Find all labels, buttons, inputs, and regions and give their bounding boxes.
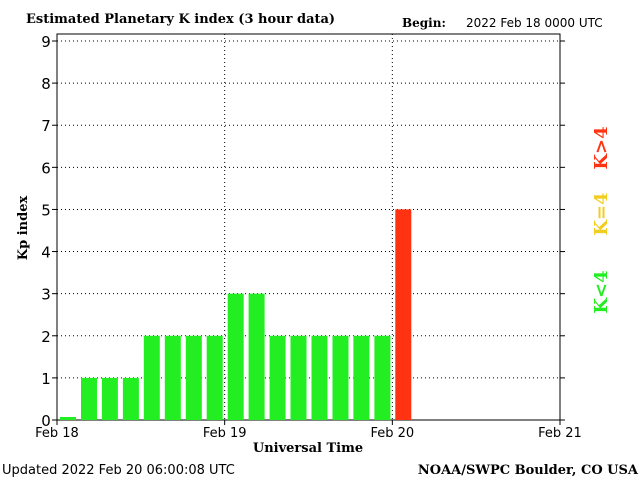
bars	[60, 209, 412, 420]
kp-bar	[185, 335, 202, 420]
x-tick-label: Feb 19	[203, 426, 247, 441]
y-tick-label: 9	[41, 33, 51, 51]
y-tick-label: 8	[41, 75, 51, 93]
kp-bar	[374, 335, 391, 420]
x-tick-label: Feb 18	[35, 426, 79, 441]
kp-bar	[269, 335, 286, 420]
y-tick-label: 0	[41, 412, 51, 430]
begin-value: 2022 Feb 18 0000 UTC	[466, 16, 603, 30]
x-axis-label: Universal Time	[253, 441, 363, 456]
updated-timestamp: Updated 2022 Feb 20 06:00:08 UTC	[2, 463, 235, 478]
grid-lines	[57, 34, 560, 420]
kp-bar	[332, 335, 349, 420]
y-axis-ticks: 0 1 2 3 4 5 6 7 8 9	[41, 33, 565, 430]
kp-bar	[101, 377, 118, 420]
kp-bar	[206, 335, 223, 420]
kp-bar	[60, 417, 76, 420]
kp-bar	[81, 377, 97, 420]
begin-label: Begin:	[402, 16, 446, 30]
kp-bar	[248, 293, 265, 420]
kp-bar	[353, 335, 370, 420]
plot-area	[56, 33, 561, 421]
y-tick-label: 5	[41, 201, 51, 219]
y-tick-label: 2	[41, 328, 51, 346]
y-axis-label: Kp index	[16, 196, 31, 261]
y-tick-label: 3	[41, 286, 51, 304]
kp-bar	[395, 209, 412, 420]
y-tick-label: 7	[41, 117, 51, 135]
legend-mid: K=4	[591, 192, 612, 235]
legend-high: K>4	[591, 126, 612, 169]
credit-line: NOAA/SWPC Boulder, CO USA	[418, 463, 639, 478]
kp-bar	[122, 377, 139, 420]
kp-bar	[143, 335, 160, 420]
x-tick-label: Feb 20	[370, 426, 414, 441]
kp-bar	[311, 335, 328, 420]
kp-bar	[164, 335, 181, 420]
legend-low: K<4	[591, 270, 612, 313]
y-tick-label: 1	[41, 370, 51, 388]
y-tick-label: 6	[41, 159, 51, 177]
x-axis-ticks: Feb 18 Feb 19 Feb 20 Feb 21	[35, 420, 582, 441]
y-tick-label: 4	[41, 244, 51, 262]
chart-title: Estimated Planetary K index (3 hour data…	[26, 12, 335, 27]
x-tick-label: Feb 21	[538, 426, 582, 441]
kp-bar	[290, 335, 307, 420]
kp-bar	[227, 293, 244, 420]
